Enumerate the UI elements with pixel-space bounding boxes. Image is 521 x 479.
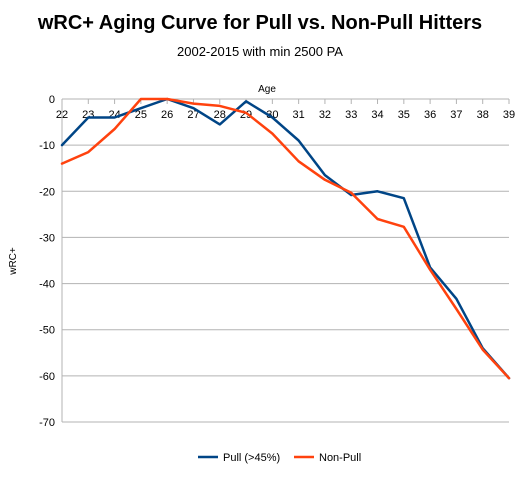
y-tick-label: -20: [39, 186, 55, 198]
chart-title: wRC+ Aging Curve for Pull vs. Non-Pull H…: [37, 12, 482, 34]
x-tick-label: 25: [135, 109, 147, 121]
axes: [61, 98, 510, 422]
y-axis-title: wRC+: [8, 247, 19, 276]
y-tick-label: -10: [39, 140, 55, 152]
x-tick-label: 34: [371, 109, 383, 121]
x-tick-label: 22: [56, 109, 68, 121]
x-tick-label: 38: [477, 109, 489, 121]
legend: Pull (>45%) Non-Pull: [198, 452, 361, 464]
legend-label: Non-Pull: [319, 452, 361, 464]
x-tick-label: 27: [187, 109, 199, 121]
x-tick-label: 36: [424, 109, 436, 121]
x-tick-label: 33: [345, 109, 357, 121]
series-line: [60, 97, 511, 380]
y-tick-label: -50: [39, 325, 55, 337]
x-tick-label: 28: [214, 109, 226, 121]
y-tick-label: -30: [39, 232, 55, 244]
x-tick-label: 30: [266, 109, 278, 121]
legend-label: Pull (>45%): [223, 452, 280, 464]
x-axis-title: Age: [258, 84, 276, 95]
x-tick-label: 35: [398, 109, 410, 121]
y-tick-label: -60: [39, 371, 55, 383]
y-tick-label: -40: [39, 279, 55, 291]
y-tick-label: -70: [39, 417, 55, 429]
chart-subtitle: 2002-2015 with min 2500 PA: [177, 44, 343, 59]
x-tick-label: 37: [450, 109, 462, 121]
x-tick-label: 31: [293, 109, 305, 121]
gridlines: [62, 144, 509, 423]
x-tick-label: 26: [161, 109, 173, 121]
x-tick-label: 32: [319, 109, 331, 121]
y-tick-label: 0: [49, 94, 55, 106]
series-line: [60, 97, 511, 380]
series-lines: [60, 97, 511, 380]
x-tick-label: 39: [503, 109, 515, 121]
y-tick-labels: 0 -10 -20 -30 -40 -50 -60 -70: [39, 94, 55, 429]
